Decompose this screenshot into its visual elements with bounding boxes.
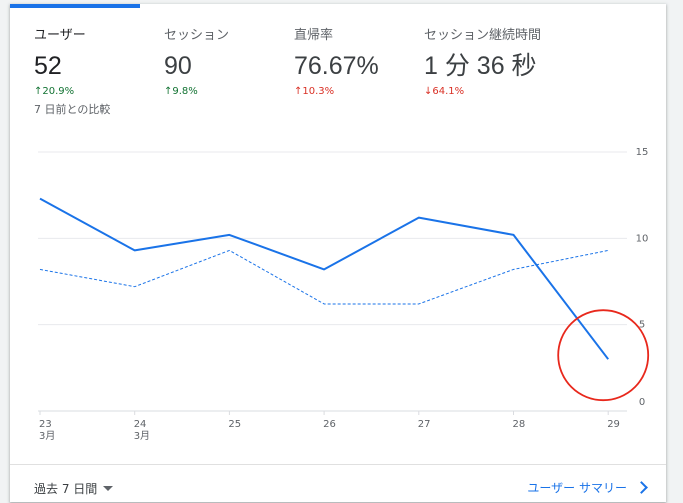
x-tick-label: 26 <box>323 419 336 430</box>
metric-delta: ↑10.3% <box>294 86 379 97</box>
x-tick-sublabel: 3月 <box>134 430 150 442</box>
y-tick-label: 0 <box>639 397 645 408</box>
metric-label: 直帰率 <box>294 24 379 43</box>
metric-session-duration[interactable]: セッション継続時間 1 分 36 秒 ↓64.1% <box>424 24 541 97</box>
card-footer: 過去 7 日間 ユーザー サマリー <box>10 464 666 503</box>
comparison-series-line <box>40 250 608 304</box>
metric-delta: ↑9.8% <box>164 86 229 97</box>
metric-value: 76.67% <box>294 52 379 80</box>
metric-delta: ↓64.1% <box>424 86 541 97</box>
metric-bounce-rate[interactable]: 直帰率 76.67% ↑10.3% <box>294 24 379 97</box>
user-summary-link[interactable]: ユーザー サマリー <box>527 479 646 496</box>
caret-down-icon <box>103 486 113 491</box>
date-range-dropdown[interactable]: 過去 7 日間 <box>34 480 113 497</box>
highlight-circle-annotation <box>558 310 648 400</box>
metric-value: 52 <box>34 52 110 80</box>
metric-value: 1 分 36 秒 <box>424 52 541 80</box>
x-tick-sublabel: 3月 <box>39 430 55 442</box>
y-tick-label: 15 <box>636 147 649 158</box>
active-tab-indicator <box>10 4 140 8</box>
metric-value: 90 <box>164 52 229 80</box>
metric-sessions[interactable]: セッション 90 ↑9.8% <box>164 24 229 97</box>
chevron-right-icon <box>635 481 648 494</box>
date-range-label: 過去 7 日間 <box>34 480 97 497</box>
x-tick-label: 24 <box>134 419 147 430</box>
current-series-line <box>40 199 608 360</box>
x-tick-label: 28 <box>513 419 526 430</box>
user-summary-label: ユーザー サマリー <box>527 479 627 496</box>
x-tick-label: 27 <box>418 419 431 430</box>
metric-delta: ↑20.9% <box>34 86 110 97</box>
x-tick-label: 25 <box>228 419 241 430</box>
metric-label: ユーザー <box>34 24 110 43</box>
metric-label: セッション継続時間 <box>424 24 541 43</box>
overview-card: ユーザー 52 ↑20.9% 7 日前との比較 セッション 90 ↑9.8% 直… <box>10 4 666 502</box>
metric-users[interactable]: ユーザー 52 ↑20.9% 7 日前との比較 <box>34 24 110 117</box>
comparison-note: 7 日前との比較 <box>34 101 110 117</box>
x-tick-label: 29 <box>607 419 620 430</box>
metric-label: セッション <box>164 24 229 43</box>
x-tick-label: 23 <box>39 419 52 430</box>
y-tick-label: 10 <box>636 233 649 244</box>
